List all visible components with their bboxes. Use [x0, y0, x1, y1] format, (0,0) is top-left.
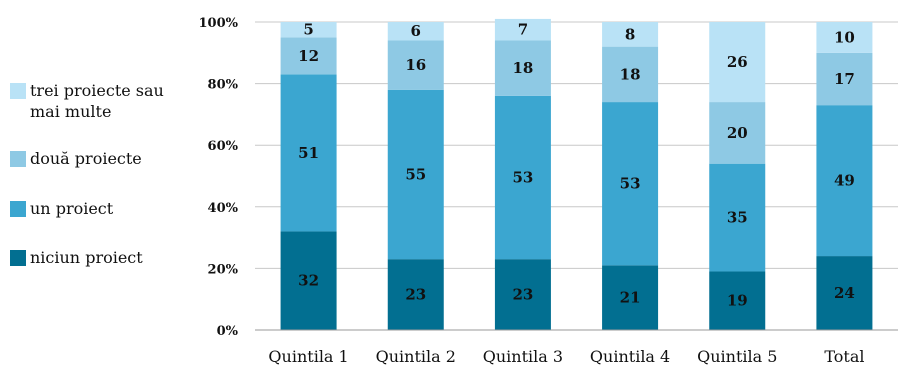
bar-layer: 32 51 12 5 23 55 16 6 23 53 18 7 21 53 18 8 19 35 20 26 24 49…: [280, 18, 873, 330]
legend-swatch: [10, 250, 26, 266]
bar-segment: [494, 259, 551, 330]
bar-segment: [602, 22, 659, 47]
data-label: 17: [834, 70, 855, 88]
y-tick-label: 0%: [217, 324, 239, 339]
y-tick-label: 60%: [208, 139, 239, 154]
data-label: 53: [512, 169, 533, 187]
x-tick-label: Quintila 2: [376, 347, 456, 366]
legend-label: niciun proiect: [30, 248, 143, 267]
bar-segment: [280, 37, 337, 75]
bar-segment: [709, 22, 766, 103]
bar-segment: [494, 40, 551, 96]
legend-item: două proiecte: [10, 148, 142, 169]
bar-segment: [387, 89, 444, 260]
data-label: 24: [834, 284, 855, 302]
legend-item: niciun proiect: [10, 247, 143, 268]
bar-segment: [709, 102, 766, 164]
bar-segment: [602, 46, 659, 103]
data-label: 23: [512, 286, 533, 304]
data-label: 7: [518, 21, 528, 39]
data-label: 20: [727, 124, 748, 142]
data-label: 35: [727, 209, 748, 227]
data-label: 51: [298, 144, 319, 162]
bar-segment: [494, 18, 551, 41]
x-tick-label: Quintila 4: [590, 347, 670, 366]
data-label: 12: [298, 47, 319, 65]
bar-segment: [387, 22, 444, 41]
bar-segment: [816, 22, 873, 53]
data-label: 18: [512, 59, 533, 77]
data-label: 26: [727, 53, 748, 71]
bar-segment: [280, 231, 337, 330]
bar-segment: [709, 163, 766, 272]
data-label: 10: [834, 28, 855, 46]
bar-segment: [816, 52, 873, 106]
data-label: 53: [620, 175, 641, 193]
legend-label: două proiecte: [30, 149, 142, 168]
legend-item: un proiect: [10, 198, 113, 219]
legend-swatch: [10, 151, 26, 167]
legend-item: trei proiecte sau mai multe: [10, 80, 185, 122]
y-tick-label: 100%: [199, 16, 239, 31]
data-label: 49: [834, 172, 855, 190]
x-tick-label: Quintila 5: [697, 347, 777, 366]
gridlines: [255, 21, 898, 331]
legend-label: un proiect: [30, 199, 114, 218]
bar-segment: [602, 102, 659, 266]
data-label: 5: [303, 21, 313, 39]
bar-segment: [602, 265, 659, 330]
bar-segment: [387, 259, 444, 330]
data-label: 19: [727, 292, 748, 310]
data-label: 55: [405, 165, 426, 183]
x-tick-label: Quintila 1: [268, 347, 348, 366]
data-label: 23: [405, 286, 426, 304]
bar-segment: [280, 22, 337, 38]
data-label: 32: [298, 272, 319, 290]
y-tick-label: 40%: [208, 201, 239, 216]
bar-segment: [816, 256, 873, 330]
y-tick-label: 20%: [208, 262, 239, 277]
data-label: 6: [411, 22, 421, 40]
legend-swatch: [10, 201, 26, 217]
legend-label: trei proiecte sau mai multe: [30, 81, 164, 121]
data-label: 21: [620, 289, 641, 307]
y-tick-label: 80%: [208, 78, 239, 93]
data-label: 8: [625, 25, 635, 43]
bar-segment: [709, 271, 766, 330]
y-axis: 0% 20% 40% 60% 80% 100%: [199, 16, 239, 339]
bar-segment: [816, 105, 873, 257]
data-label: 16: [405, 56, 426, 74]
legend-swatch: [10, 83, 26, 99]
bar-segment: [387, 40, 444, 90]
x-axis: Quintila 1 Quintila 2 Quintila 3 Quintila 4…: [268, 347, 864, 366]
x-tick-label: Quintila 3: [483, 347, 563, 366]
x-tick-label: Total: [824, 347, 864, 366]
bar-segment: [280, 74, 337, 232]
data-label: 18: [620, 65, 641, 83]
bar-segment: [494, 95, 551, 260]
